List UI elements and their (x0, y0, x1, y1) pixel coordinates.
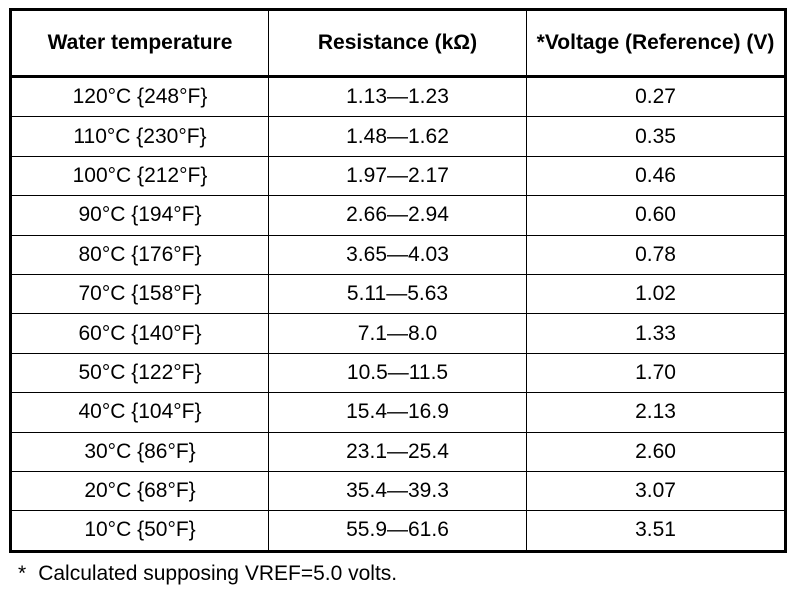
cell-water-temperature: 60°C {140°F} (10, 313, 269, 354)
cell-resistance: 10.5—11.5 (268, 352, 527, 394)
footnote: * Calculated supposing VREF=5.0 volts. (18, 562, 397, 586)
header-voltage-reference: *Voltage (Reference) (V) (526, 9, 786, 78)
cell-water-temperature: 80°C {176°F} (10, 234, 269, 275)
cell-voltage: 1.33 (526, 313, 786, 354)
table-row: 30°C {86°F} 23.1—25.4 2.60 (10, 431, 786, 472)
cell-resistance: 7.1—8.0 (268, 313, 527, 354)
header-resistance: Resistance (kΩ) (268, 9, 527, 78)
table-row: 110°C {230°F} 1.48—1.62 0.35 (10, 116, 786, 157)
cell-water-temperature: 10°C {50°F} (10, 510, 269, 552)
cell-resistance: 15.4—16.9 (268, 392, 527, 433)
cell-resistance: 23.1—25.4 (268, 431, 527, 472)
cell-voltage: 3.51 (526, 510, 786, 552)
cell-resistance: 1.97—2.17 (268, 155, 527, 197)
cell-voltage: 1.02 (526, 273, 786, 315)
cell-resistance: 55.9—61.6 (268, 510, 527, 552)
specification-table-container: Water temperature Resistance (kΩ) *Volta… (9, 8, 787, 553)
cell-resistance: 3.65—4.03 (268, 234, 527, 275)
header-voltage-reference-text: *Voltage (Reference) (V) (536, 31, 775, 54)
table-row: 40°C {104°F} 15.4—16.9 2.13 (10, 392, 786, 433)
cell-voltage: 0.46 (526, 155, 786, 197)
table-row: 50°C {122°F} 10.5—11.5 1.70 (10, 352, 786, 394)
cell-voltage: 0.78 (526, 234, 786, 275)
table-row: 10°C {50°F} 55.9—61.6 3.51 (10, 510, 786, 552)
header-water-temperature: Water temperature (10, 9, 269, 78)
table-body: 120°C {248°F} 1.13—1.23 0.27 110°C {230°F} 1… (10, 75, 786, 552)
cell-voltage: 0.27 (526, 75, 786, 118)
table-row: 120°C {248°F} 1.13—1.23 0.27 (10, 75, 786, 118)
cell-voltage: 0.60 (526, 195, 786, 236)
table-header-row: Water temperature Resistance (kΩ) *Volta… (10, 9, 786, 78)
cell-resistance: 5.11—5.63 (268, 273, 527, 315)
cell-water-temperature: 70°C {158°F} (10, 273, 269, 315)
cell-water-temperature: 90°C {194°F} (10, 195, 269, 236)
table-row: 60°C {140°F} 7.1—8.0 1.33 (10, 313, 786, 354)
table-row: 20°C {68°F} 35.4—39.3 3.07 (10, 470, 786, 512)
cell-water-temperature: 40°C {104°F} (10, 392, 269, 433)
cell-resistance: 1.48—1.62 (268, 116, 527, 157)
cell-water-temperature: 50°C {122°F} (10, 352, 269, 394)
cell-voltage: 1.70 (526, 352, 786, 394)
cell-resistance: 1.13—1.23 (268, 75, 527, 118)
table-row: 70°C {158°F} 5.11—5.63 1.02 (10, 273, 786, 315)
table-row: 100°C {212°F} 1.97—2.17 0.46 (10, 155, 786, 197)
cell-water-temperature: 30°C {86°F} (10, 431, 269, 472)
cell-resistance: 35.4—39.3 (268, 470, 527, 512)
cell-water-temperature: 20°C {68°F} (10, 470, 269, 512)
cell-voltage: 0.35 (526, 116, 786, 157)
table-row: 80°C {176°F} 3.65—4.03 0.78 (10, 234, 786, 275)
cell-voltage: 2.60 (526, 431, 786, 472)
water-temperature-resistance-table: Water temperature Resistance (kΩ) *Volta… (9, 8, 787, 553)
cell-voltage: 3.07 (526, 470, 786, 512)
footnote-mark: * (18, 562, 27, 585)
cell-water-temperature: 120°C {248°F} (10, 75, 269, 118)
cell-water-temperature: 110°C {230°F} (10, 116, 269, 157)
footnote-text: Calculated supposing VREF=5.0 volts. (38, 562, 398, 585)
cell-water-temperature: 100°C {212°F} (10, 155, 269, 197)
cell-resistance: 2.66—2.94 (268, 195, 527, 236)
table-row: 90°C {194°F} 2.66—2.94 0.60 (10, 195, 786, 236)
cell-voltage: 2.13 (526, 392, 786, 433)
